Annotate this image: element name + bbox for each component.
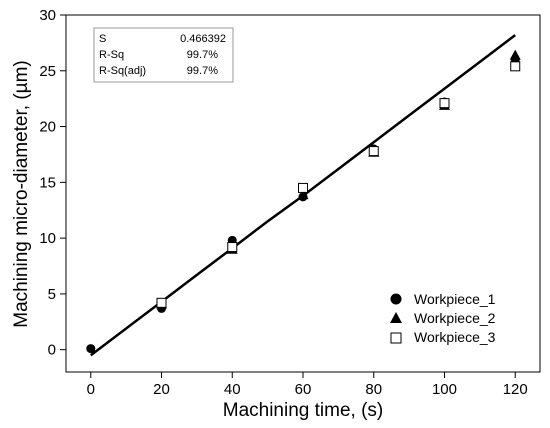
y-tick-label: 10	[39, 230, 56, 247]
legend-marker-workpiece-2	[390, 312, 402, 323]
stat-label-s: S	[99, 33, 106, 45]
y-tick-label: 15	[39, 174, 56, 191]
stat-label-rsq: R-Sq	[99, 49, 124, 61]
point-workpiece-3	[298, 182, 308, 193]
point-workpiece-3	[156, 297, 167, 308]
x-tick-label: 0	[87, 381, 95, 398]
y-axis-label: Machining micro-diameter, (µm)	[11, 60, 32, 328]
point-workpiece-1	[86, 344, 96, 354]
stat-value-s: 0.466392	[180, 33, 226, 45]
x-tick-label: 20	[153, 381, 170, 398]
y-tick-label: 30	[39, 7, 56, 24]
stat-label-rsq-adj: R-Sq(adj)	[99, 65, 146, 77]
x-tick-label: 120	[503, 381, 528, 398]
x-tick-label: 40	[224, 381, 241, 398]
point-workpiece-3	[439, 98, 450, 109]
x-axis-label: Machining time, (s)	[223, 400, 384, 421]
legend-marker-workpiece-3	[390, 332, 402, 344]
legend-label-workpiece-3: Workpiece_3	[414, 329, 496, 345]
stat-value-rsq-adj: 99.7%	[187, 65, 218, 77]
x-axis-ticks: 0 20 40 60 80 100 120	[87, 372, 528, 398]
legend-label-workpiece-1: Workpiece_1	[414, 291, 496, 307]
y-tick-label: 5	[48, 286, 56, 303]
y-tick-label: 25	[39, 63, 56, 80]
point-workpiece-2	[509, 49, 521, 60]
y-tick-label: 20	[39, 119, 56, 136]
x-tick-label: 80	[365, 381, 382, 398]
legend-marker-workpiece-1	[390, 293, 402, 305]
point-workpiece-3	[227, 242, 238, 253]
point-workpiece-2	[297, 189, 309, 200]
stats-box: S 0.466392 R-Sq 99.7% R-Sq(adj) 99.7%	[93, 27, 234, 83]
point-workpiece-3	[368, 146, 379, 157]
point-workpiece-3	[510, 61, 521, 72]
data-points	[86, 49, 521, 354]
y-tick-label: 0	[48, 342, 56, 359]
stat-value-rsq: 99.7%	[187, 49, 218, 61]
y-axis-ticks: 0 5 10 15 20 25 30	[39, 7, 66, 359]
legend-label-workpiece-2: Workpiece_2	[414, 310, 496, 326]
x-tick-label: 100	[432, 381, 457, 398]
legend: Workpiece_1 Workpiece_2 Workpiece_3	[390, 291, 496, 345]
x-tick-label: 60	[295, 381, 312, 398]
